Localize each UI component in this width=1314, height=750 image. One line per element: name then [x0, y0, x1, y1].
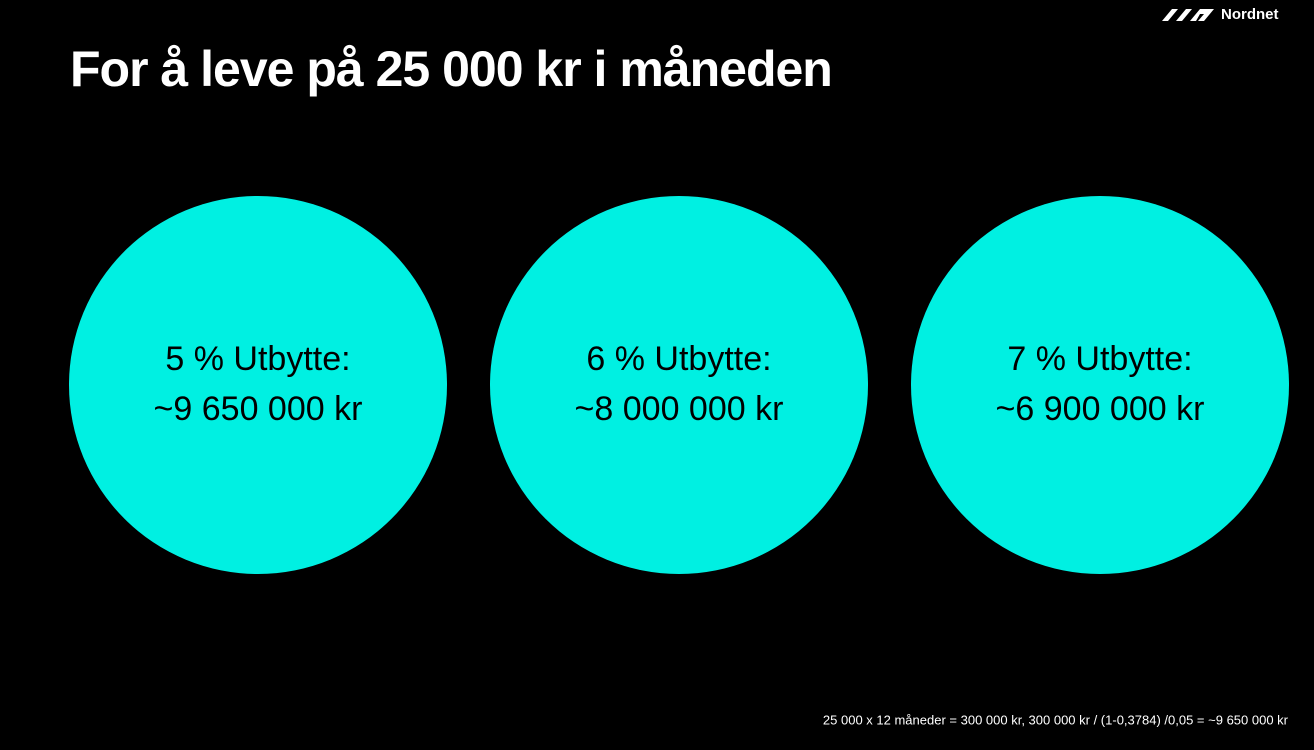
- slide-title: For å leve på 25 000 kr i måneden: [70, 41, 832, 97]
- circle: [911, 196, 1289, 574]
- logo-text: Nordnet: [1221, 6, 1279, 23]
- circle-value: ~8 000 000 kr: [575, 390, 784, 428]
- circle-label: 7 % Utbytte:: [1007, 340, 1192, 378]
- circle: [490, 196, 868, 574]
- circle-label: 6 % Utbytte:: [586, 340, 771, 378]
- logo-icon: [1162, 9, 1214, 21]
- circle-value: ~9 650 000 kr: [154, 390, 363, 428]
- footnote: 25 000 x 12 måneder = 300 000 kr, 300 00…: [823, 712, 1289, 727]
- circle-label: 5 % Utbytte:: [165, 340, 350, 378]
- circle-value: ~6 900 000 kr: [996, 390, 1205, 428]
- circle-group: 5 % Utbytte: ~9 650 000 kr 6 % Utbytte: ~8 …: [69, 196, 1289, 574]
- circle: [69, 196, 447, 574]
